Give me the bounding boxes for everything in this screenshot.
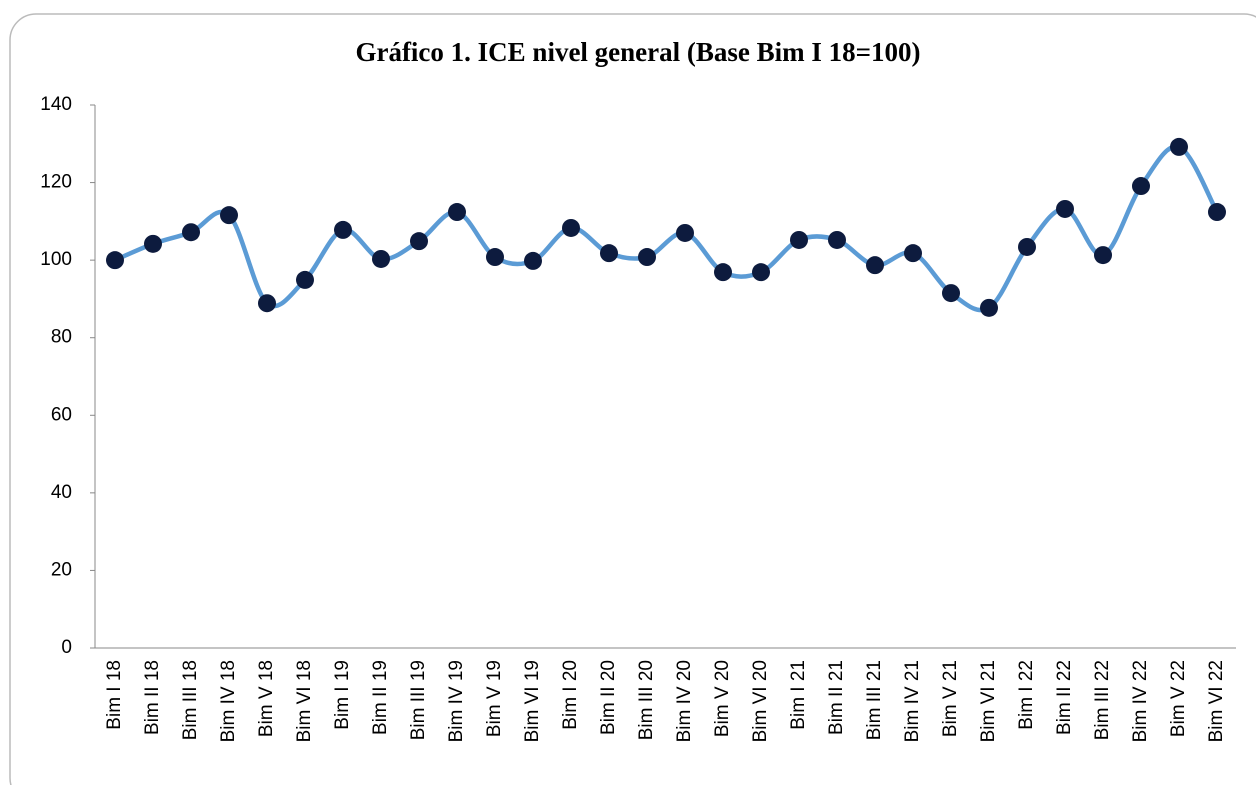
x-tick-label: Bim III 18 xyxy=(180,660,201,740)
x-tick-label: Bim V 21 xyxy=(940,660,961,737)
x-tick-label: Bim V 19 xyxy=(484,660,505,737)
x-tick-label: Bim II 21 xyxy=(826,660,847,735)
marker xyxy=(714,263,732,282)
marker xyxy=(638,248,656,267)
x-tick-label: Bim II 20 xyxy=(598,660,619,735)
x-tick-label: Bim VI 19 xyxy=(522,660,543,742)
x-tick-label: Bim IV 22 xyxy=(1130,660,1151,742)
marker xyxy=(410,232,428,251)
marker xyxy=(486,248,504,267)
marker xyxy=(1208,203,1226,222)
marker xyxy=(448,203,466,222)
marker xyxy=(372,249,390,268)
y-tick-label: 0 xyxy=(61,637,72,658)
y-tick-label: 140 xyxy=(40,94,72,115)
x-tick-label: Bim II 18 xyxy=(142,660,163,735)
marker xyxy=(1056,199,1074,218)
x-tick-label: Bim III 22 xyxy=(1092,660,1113,740)
x-tick-label: Bim I 19 xyxy=(332,660,353,730)
marker xyxy=(106,251,124,270)
marker xyxy=(752,263,770,282)
x-tick-label: Bim VI 22 xyxy=(1206,660,1227,742)
x-tick-label: Bim I 21 xyxy=(788,660,809,730)
x-tick-label: Bim I 18 xyxy=(104,660,125,730)
marker xyxy=(220,206,238,225)
x-tick-label: Bim IV 21 xyxy=(902,660,923,742)
marker xyxy=(524,251,542,270)
x-tick-label: Bim III 21 xyxy=(864,660,885,740)
x-tick-label: Bim IV 19 xyxy=(446,660,467,742)
marker xyxy=(1170,137,1188,156)
marker xyxy=(182,223,200,242)
y-tick-label: 20 xyxy=(51,559,72,580)
marker xyxy=(942,284,960,303)
x-tick-label: Bim VI 21 xyxy=(978,660,999,742)
marker xyxy=(980,298,998,317)
x-tick-label: Bim V 22 xyxy=(1168,660,1189,737)
marker xyxy=(600,244,618,263)
x-tick-label: Bim IV 20 xyxy=(674,660,695,742)
marker xyxy=(144,234,162,253)
x-tick-label: Bim II 19 xyxy=(370,660,391,735)
marker xyxy=(676,223,694,242)
x-tick-label: Bim II 22 xyxy=(1054,660,1075,735)
line xyxy=(114,144,1219,313)
marker xyxy=(334,220,352,239)
marker xyxy=(258,294,276,313)
marker xyxy=(296,270,314,289)
marker xyxy=(1132,177,1150,196)
x-tick-label: Bim VI 20 xyxy=(750,660,771,742)
x-tick-label: Bim III 20 xyxy=(636,660,657,740)
x-tick-label: Bim VI 18 xyxy=(294,660,315,742)
marker xyxy=(1018,237,1036,256)
x-tick-label: Bim IV 18 xyxy=(218,660,239,742)
marker xyxy=(1094,246,1112,265)
marker xyxy=(790,230,808,249)
x-tick-label: Bim I 22 xyxy=(1016,660,1037,730)
marker xyxy=(828,230,846,249)
marker xyxy=(866,256,884,275)
y-tick-label: 40 xyxy=(51,482,72,503)
chart-title: Gráfico 1. ICE nivel general (Base Bim I… xyxy=(355,37,920,67)
x-tick-label: Bim V 20 xyxy=(712,660,733,737)
y-tick-label: 80 xyxy=(51,327,72,348)
x-tick-label: Bim V 18 xyxy=(256,660,277,737)
marker xyxy=(562,218,580,237)
marker xyxy=(904,244,922,263)
y-tick-label: 60 xyxy=(51,404,72,425)
chart-frame xyxy=(9,13,1256,785)
x-tick-label: Bim III 19 xyxy=(408,660,429,740)
y-tick-label: 120 xyxy=(40,172,72,193)
x-tick-label: Bim I 20 xyxy=(560,660,581,730)
y-tick-label: 100 xyxy=(40,249,72,270)
